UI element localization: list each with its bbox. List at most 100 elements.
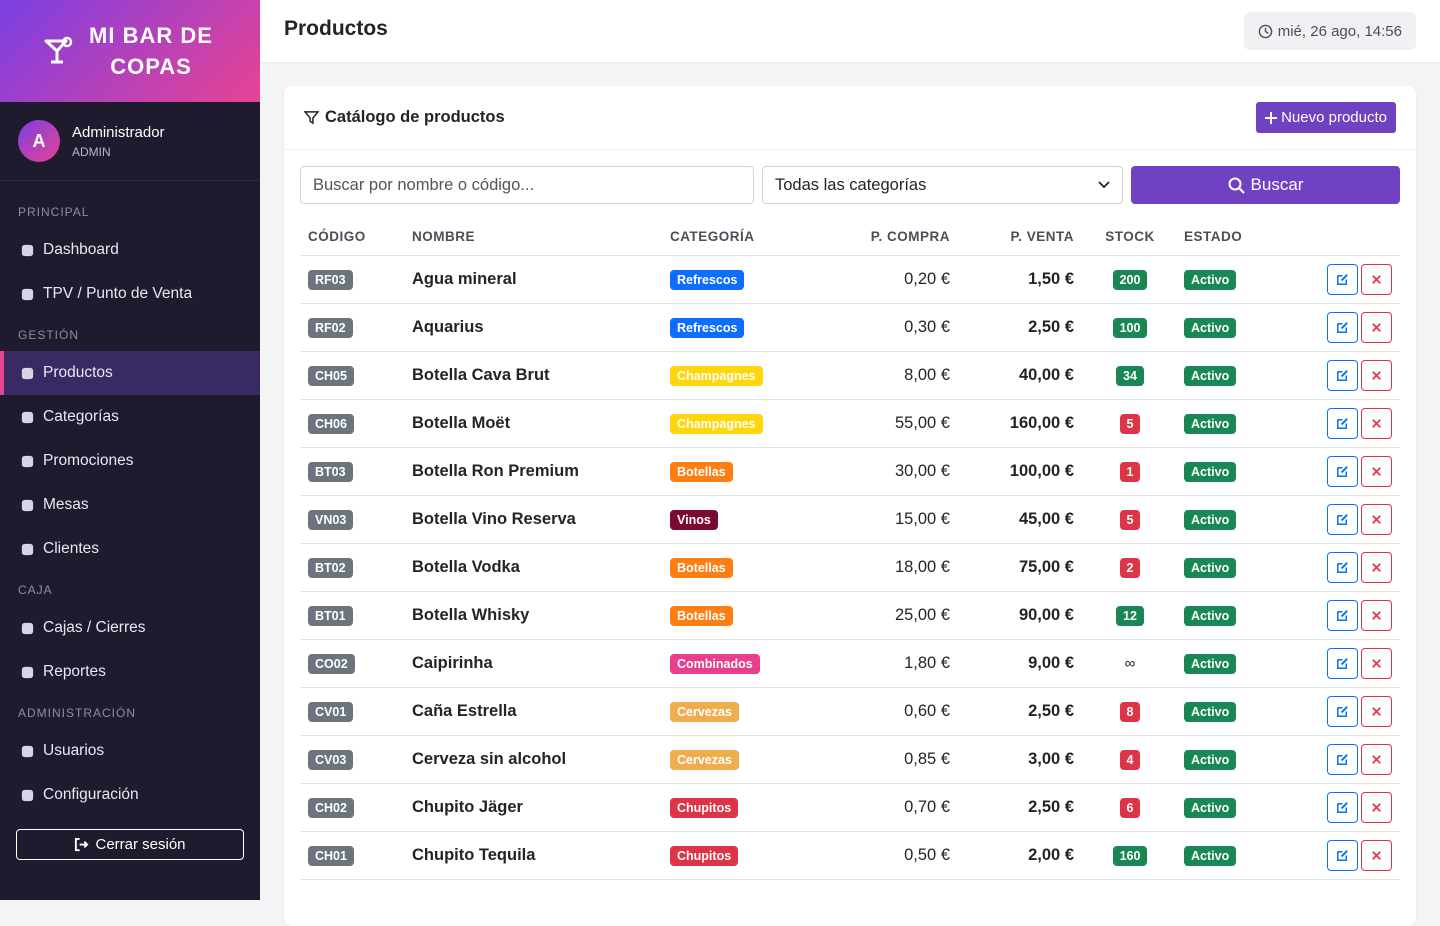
edit-button[interactable] [1327, 696, 1358, 727]
product-row: CH05 Botella Cava Brut Champagnes 8,00 € 40,… [300, 352, 1400, 400]
nav-item[interactable]: Categorías [0, 395, 260, 439]
cell: Cerveza sin alcohol [412, 736, 566, 783]
edit-button[interactable] [1327, 312, 1358, 343]
sell-price: 2,50 € [1028, 798, 1074, 816]
brand-icon [44, 36, 73, 64]
product-row: CH01 Chupito Tequila Chupitos 0,50 € 2,00 € 1… [300, 832, 1400, 880]
nav-item[interactable]: Clientes [0, 527, 260, 571]
edit-button[interactable] [1327, 600, 1358, 631]
delete-button[interactable] [1361, 600, 1392, 631]
edit-button[interactable] [1327, 408, 1358, 439]
cell: Cervezas [670, 736, 739, 783]
product-row: BT01 Botella Whisky Botellas 25,00 € 90,00 €… [300, 592, 1400, 640]
edit-button[interactable] [1327, 456, 1358, 487]
cell: Activo [1184, 448, 1237, 495]
column-header: CÓDIGO [308, 229, 366, 244]
category-badge: Champagnes [670, 413, 763, 434]
category-badge: Cervezas [670, 701, 739, 722]
delete-button[interactable] [1361, 696, 1392, 727]
nav-item[interactable]: Configuración [0, 773, 260, 817]
buy-price: 0,20 € [904, 270, 950, 288]
product-row: BT03 Botella Ron Premium Botellas 30,00 € 10… [300, 448, 1400, 496]
cell: Botellas [670, 448, 733, 495]
delete-button[interactable] [1361, 648, 1392, 679]
delete-icon [1372, 515, 1381, 524]
delete-button[interactable] [1361, 504, 1392, 535]
nav-item[interactable]: Productos [0, 351, 260, 395]
edit-button[interactable] [1327, 264, 1358, 295]
delete-button[interactable] [1361, 792, 1392, 823]
stock-badge: 12 [1116, 605, 1144, 626]
delete-button[interactable] [1361, 456, 1392, 487]
product-name: Botella Ron Premium [412, 462, 579, 480]
edit-button[interactable] [1327, 552, 1358, 583]
edit-button[interactable] [1327, 744, 1358, 775]
cell: 2,50 € [1028, 688, 1074, 735]
logout-button[interactable]: Cerrar sesión [16, 829, 244, 860]
delete-icon [1372, 755, 1381, 764]
cell: BT01 [308, 592, 353, 639]
nav-item[interactable]: TPV / Punto de Venta [0, 272, 260, 316]
nav-item[interactable]: Dashboard [0, 228, 260, 272]
delete-icon [1372, 371, 1381, 380]
nav-icon [21, 499, 34, 511]
nav-item[interactable]: Cajas / Cierres [0, 606, 260, 650]
delete-button[interactable] [1361, 552, 1392, 583]
sell-price: 75,00 € [1018, 558, 1074, 576]
delete-button[interactable] [1361, 744, 1392, 775]
edit-icon [1337, 706, 1348, 717]
edit-button[interactable] [1327, 648, 1358, 679]
nav-section-title: CAJA [18, 583, 53, 597]
stock-badge: 160 [1112, 845, 1148, 866]
stock-badge: 5 [1119, 413, 1141, 434]
edit-button[interactable] [1327, 504, 1358, 535]
nav-label: Mesas [43, 496, 89, 513]
delete-button[interactable] [1361, 312, 1392, 343]
search-input[interactable]: Buscar por nombre o código... [300, 166, 754, 204]
cell: CH01 [308, 832, 354, 879]
status-badge: Activo [1184, 605, 1237, 626]
card-title-text: Catálogo de productos [325, 108, 505, 126]
category-badge: Botellas [670, 605, 733, 626]
buy-price: 0,85 € [904, 750, 950, 768]
delete-button[interactable] [1361, 264, 1392, 295]
card-header: Catálogo de productos Nuevo producto [284, 86, 1416, 150]
category-badge: Combinados [670, 653, 760, 674]
code-badge: RF03 [308, 269, 353, 290]
table-header: CÓDIGO NOMBRE CATEGORÍA P. COMPRA P. VENTA ST… [300, 218, 1400, 256]
filters: Buscar por nombre o código... Todas las … [300, 166, 1400, 204]
column-header: ESTADO [1184, 229, 1243, 244]
nav-item[interactable]: Mesas [0, 483, 260, 527]
nav-item[interactable]: Usuarios [0, 729, 260, 773]
code-badge: CO02 [308, 653, 355, 674]
search-button[interactable]: Buscar [1131, 166, 1400, 204]
edit-button[interactable] [1327, 360, 1358, 391]
delete-button[interactable] [1361, 408, 1392, 439]
status-badge: Activo [1184, 509, 1237, 530]
avatar: A [18, 120, 60, 162]
cell: 8,00 € [904, 352, 950, 399]
category-badge: Refrescos [670, 269, 745, 290]
delete-button[interactable] [1361, 360, 1392, 391]
new-product-button[interactable]: Nuevo producto [1256, 102, 1396, 133]
nav-section-title: GESTIÓN [18, 328, 80, 342]
edit-icon [1337, 370, 1348, 381]
edit-icon [1337, 610, 1348, 621]
cell: Botella Vino Reserva [412, 496, 576, 543]
delete-button[interactable] [1361, 840, 1392, 871]
catalog-card: Catálogo de productos Nuevo producto Bus… [284, 86, 1416, 926]
delete-icon [1372, 707, 1381, 716]
cell: 160,00 € [1010, 400, 1074, 447]
code-badge: VN03 [308, 509, 354, 530]
edit-icon [1337, 562, 1348, 573]
cell: Combinados [670, 640, 760, 687]
edit-button[interactable] [1327, 792, 1358, 823]
cell: 8 [1090, 688, 1170, 735]
nav-item[interactable]: Reportes [0, 650, 260, 694]
cell: 45,00 € [1019, 496, 1074, 543]
edit-button[interactable] [1327, 840, 1358, 871]
nav-item[interactable]: Promociones [0, 439, 260, 483]
stock-badge: 1 [1119, 461, 1141, 482]
cell: Botella Ron Premium [412, 448, 579, 495]
category-select[interactable]: Todas las categorías [762, 166, 1123, 204]
